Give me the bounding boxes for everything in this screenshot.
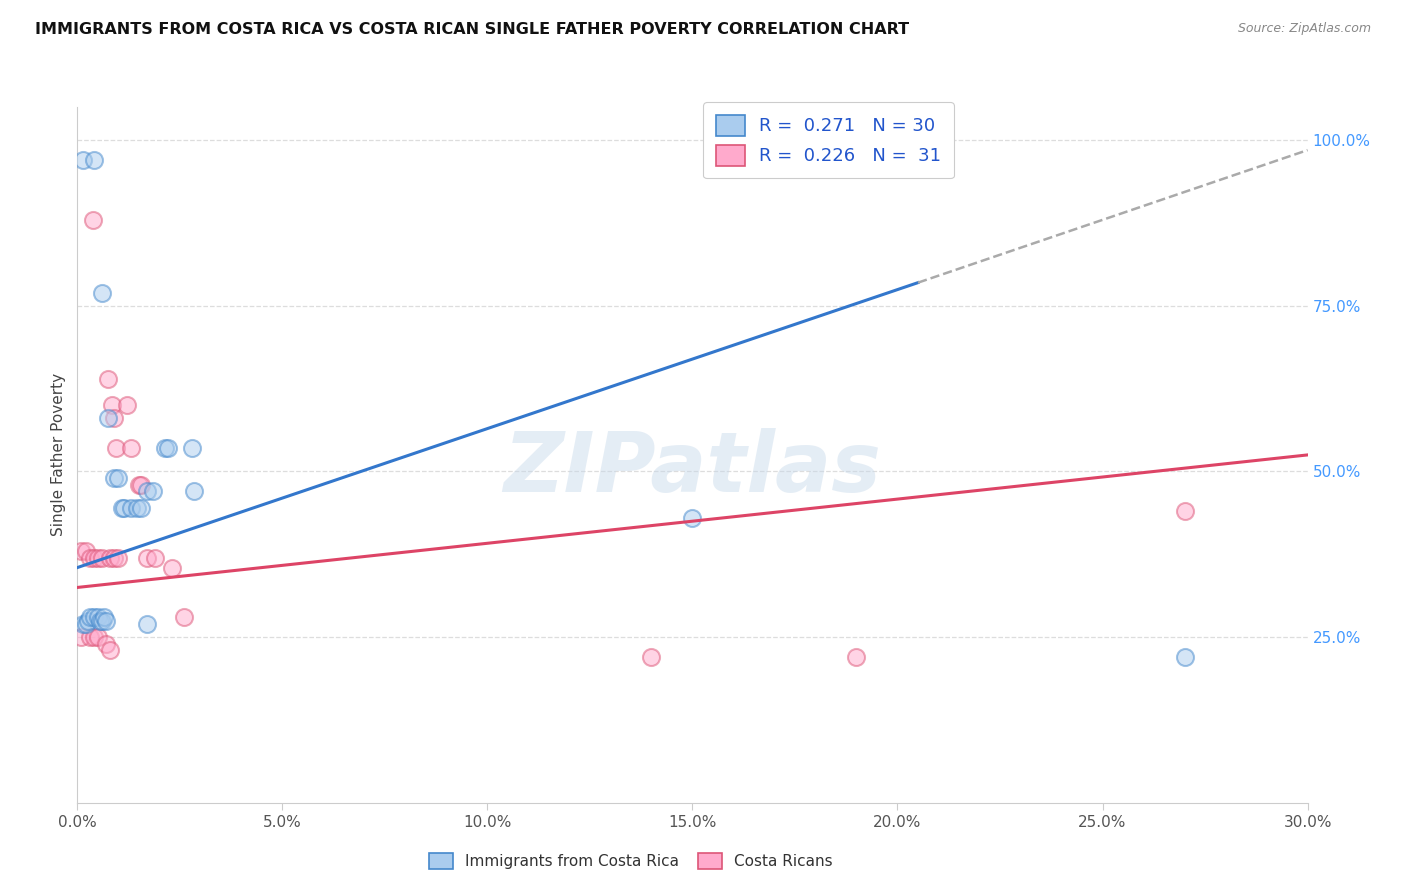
Text: Source: ZipAtlas.com: Source: ZipAtlas.com: [1237, 22, 1371, 36]
Point: [103, 550, 125, 565]
Point: [97, 372, 120, 386]
Point: [136, 550, 159, 565]
Point: [72, 616, 94, 631]
Point: [70, 544, 93, 558]
Y-axis label: Single Father Poverty: Single Father Poverty: [51, 374, 66, 536]
Point: [90, 614, 114, 628]
Point: [93, 610, 115, 624]
Point: [125, 500, 148, 515]
Point: [136, 616, 159, 631]
Point: [72, 153, 94, 167]
Point: [1174, 650, 1197, 665]
Point: [1174, 504, 1197, 518]
Point: [142, 484, 165, 499]
Point: [129, 500, 152, 515]
Point: [640, 650, 662, 665]
Point: [90, 550, 114, 565]
Point: [120, 500, 142, 515]
Point: [79, 550, 101, 565]
Point: [183, 484, 205, 499]
Point: [181, 442, 204, 456]
Text: ZIPatlas: ZIPatlas: [503, 428, 882, 509]
Point: [173, 610, 195, 624]
Point: [83, 630, 105, 644]
Point: [89, 614, 111, 628]
Point: [103, 471, 125, 485]
Text: IMMIGRANTS FROM COSTA RICA VS COSTA RICAN SINGLE FATHER POVERTY CORRELATION CHAR: IMMIGRANTS FROM COSTA RICA VS COSTA RICA…: [35, 22, 910, 37]
Point: [101, 398, 124, 412]
Point: [70, 630, 93, 644]
Point: [105, 442, 128, 456]
Point: [107, 471, 129, 485]
Point: [82, 212, 104, 227]
Point: [98, 643, 121, 657]
Point: [87, 630, 110, 644]
Point: [75, 616, 97, 631]
Point: [682, 511, 704, 525]
Legend: Immigrants from Costa Rica, Costa Ricans: Immigrants from Costa Rica, Costa Ricans: [423, 847, 839, 875]
Point: [79, 610, 101, 624]
Point: [129, 477, 152, 491]
Point: [90, 285, 114, 300]
Point: [79, 630, 101, 644]
Point: [120, 442, 142, 456]
Point: [103, 411, 125, 425]
Point: [107, 550, 129, 565]
Point: [83, 550, 105, 565]
Point: [97, 411, 120, 425]
Point: [136, 484, 159, 499]
Point: [76, 614, 98, 628]
Point: [111, 500, 134, 515]
Point: [94, 614, 117, 628]
Point: [75, 544, 97, 558]
Point: [143, 550, 166, 565]
Point: [87, 550, 110, 565]
Point: [155, 442, 177, 456]
Point: [115, 398, 138, 412]
Point: [114, 500, 136, 515]
Point: [83, 153, 105, 167]
Point: [128, 477, 150, 491]
Point: [83, 610, 105, 624]
Point: [94, 637, 117, 651]
Point: [845, 650, 868, 665]
Point: [98, 550, 121, 565]
Point: [160, 560, 183, 574]
Point: [156, 442, 179, 456]
Point: [87, 610, 110, 624]
